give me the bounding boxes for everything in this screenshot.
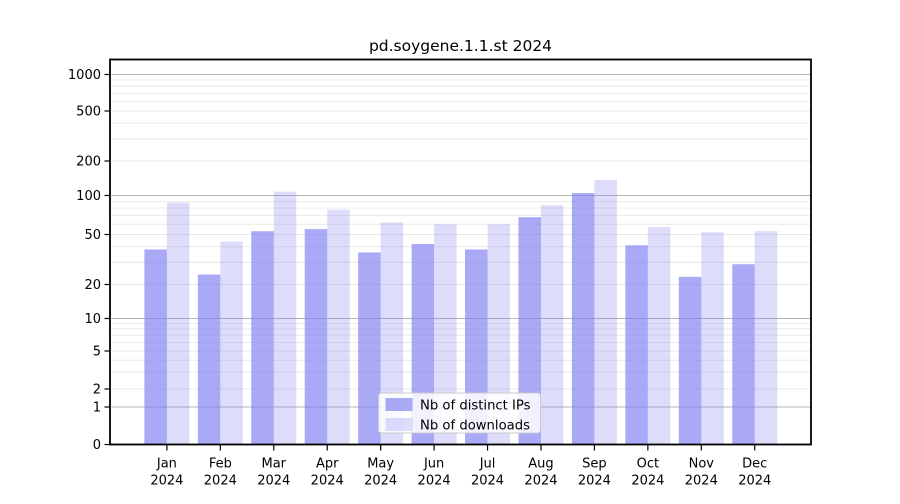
plot-border — [109, 58, 812, 446]
y-tick-label: 500 — [76, 105, 101, 120]
bar-downloads-jul — [487, 224, 511, 445]
x-tick-label-month: Sep — [582, 457, 607, 472]
y-tick-label: 100 — [76, 189, 101, 204]
y-tick-label: 0 — [93, 438, 101, 453]
x-tick-label-year: 2024 — [150, 474, 183, 489]
x-tick-label-month: Feb — [209, 457, 232, 472]
legend-swatch-downloads-icon — [385, 418, 413, 431]
bar-downloads-oct — [647, 227, 671, 445]
bar-distinct-ips-feb — [197, 274, 221, 445]
bar-downloads-jun — [434, 224, 457, 445]
legend-label-downloads: Nb of downloads — [420, 419, 530, 434]
y-axis-ticks: 0 1 2 5 10 20 50 100 200 500 1000 — [68, 68, 111, 453]
bar-downloads-apr — [327, 209, 350, 445]
x-tick-label-month: Dec — [742, 457, 767, 472]
legend: Nb of distinct IPs Nb of downloads — [378, 392, 541, 434]
x-tick-label-month: Jan — [156, 457, 177, 472]
x-tick-label-year: 2024 — [311, 474, 344, 489]
bars — [144, 179, 778, 445]
x-tick-label-year: 2024 — [364, 474, 397, 489]
y-tick-label: 5 — [93, 345, 101, 360]
x-tick-label-month: May — [367, 457, 394, 472]
x-tick-label-month: Jun — [423, 457, 444, 472]
bar-downloads-aug — [540, 205, 564, 445]
y-tick-label: 10 — [84, 312, 101, 327]
y-tick-label: 20 — [84, 278, 101, 293]
x-tick-label-month: Jul — [479, 457, 496, 472]
bar-downloads-sep — [594, 179, 617, 445]
x-axis-ticks: Jan 2024 Feb 2024 Mar 2024 Apr 2024 May 2024 Jun 20… — [150, 444, 771, 489]
x-tick-label-year: 2024 — [578, 474, 611, 489]
bar-distinct-ips-apr — [304, 229, 328, 445]
bar-distinct-ips-aug — [518, 217, 541, 445]
bar-distinct-ips-may — [358, 252, 381, 445]
x-tick-label-year: 2024 — [204, 474, 237, 489]
y-tick-label: 2 — [93, 383, 101, 398]
x-tick-label-year: 2024 — [257, 474, 290, 489]
bar-downloads-dec — [754, 231, 778, 445]
x-tick-label-year: 2024 — [685, 474, 718, 489]
bar-distinct-ips-nov — [678, 276, 702, 445]
x-tick-label-year: 2024 — [631, 474, 664, 489]
x-tick-label-month: Nov — [689, 457, 715, 472]
bar-distinct-ips-oct — [625, 245, 648, 445]
bar-downloads-mar — [273, 191, 297, 445]
legend-label-distinct-ips: Nb of distinct IPs — [420, 399, 531, 414]
x-tick-label-year: 2024 — [738, 474, 771, 489]
legend-box — [378, 392, 541, 434]
x-tick-label-month: Oct — [637, 457, 659, 472]
bar-downloads-may — [380, 222, 404, 445]
bar-downloads-feb — [220, 241, 243, 445]
bar-downloads-nov — [701, 232, 724, 445]
x-tick-label-year: 2024 — [418, 474, 451, 489]
bar-distinct-ips-sep — [571, 193, 595, 445]
x-tick-label-month: Aug — [528, 457, 553, 472]
x-tick-label-month: Apr — [316, 457, 339, 472]
y-tick-label: 200 — [76, 155, 101, 170]
legend-swatch-distinct-ips-icon — [385, 398, 413, 411]
y-tick-label: 1 — [93, 401, 101, 416]
bar-distinct-ips-dec — [732, 264, 755, 445]
bar-distinct-ips-jan — [144, 249, 167, 445]
x-tick-label-month: Mar — [262, 457, 287, 472]
y-tick-label: 1000 — [68, 68, 101, 83]
y-tick-label: 50 — [84, 228, 101, 243]
x-tick-label-year: 2024 — [524, 474, 557, 489]
bar-distinct-ips-mar — [251, 231, 274, 445]
minor-gridlines — [111, 79, 810, 390]
bar-downloads-jan — [166, 202, 190, 445]
chart-title: pd.soygene.1.1.st 2024 — [369, 37, 552, 55]
x-tick-label-year: 2024 — [471, 474, 504, 489]
